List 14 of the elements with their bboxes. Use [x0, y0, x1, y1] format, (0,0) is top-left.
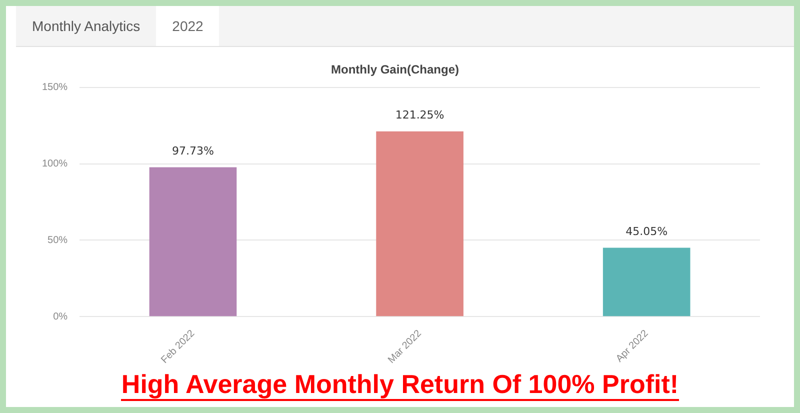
y-tick-label: 0%	[53, 311, 68, 322]
y-tick-label: 100%	[42, 158, 68, 170]
text: 2022	[156, 6, 220, 46]
text: High Average Monthly Return Of 100% Profit!	[121, 369, 679, 401]
y-tick-label: 50%	[48, 234, 68, 246]
bar	[376, 131, 464, 316]
data-label: 45.05%	[626, 225, 668, 238]
y-tick-label: 150%	[42, 82, 68, 94]
chart-title: Monthly Gain(Change)	[331, 62, 459, 77]
data-label: 121.25%	[395, 108, 444, 122]
text: Monthly Analytics	[31, 17, 142, 36]
bar	[149, 167, 237, 316]
bar	[602, 248, 690, 316]
data-label: 97.73%	[172, 144, 214, 158]
